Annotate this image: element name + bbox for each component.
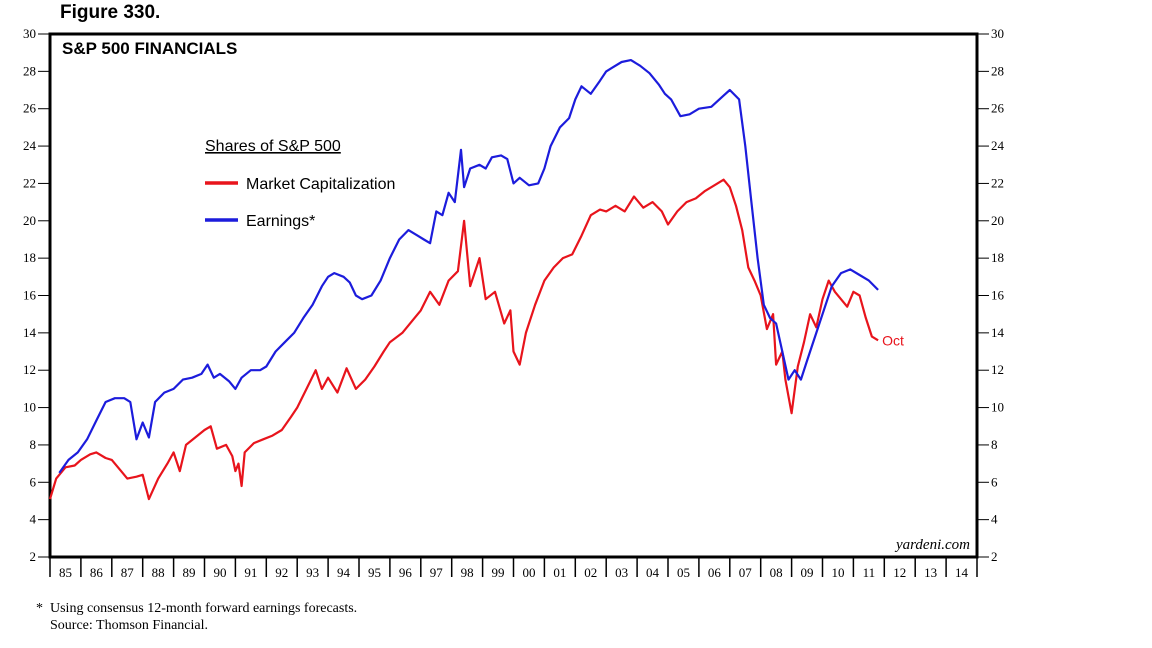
end-label-oct: Oct [882, 332, 904, 348]
x-tick-label: 90 [213, 565, 226, 580]
x-tick-label: 14 [955, 565, 969, 580]
footnote: * Using consensus 12-month forward earnin… [36, 600, 357, 634]
y-tick-label-left: 4 [30, 512, 37, 527]
y-tick-label-right: 16 [991, 288, 1005, 303]
x-tick-label: 87 [121, 565, 135, 580]
x-tick-label: 10 [831, 565, 844, 580]
legend: Shares of S&P 500 Market Capitalization … [205, 138, 395, 230]
y-tick-label-right: 18 [991, 250, 1004, 265]
x-tick-label: 94 [337, 565, 351, 580]
x-tick-label: 98 [461, 565, 474, 580]
x-tick-label: 03 [615, 565, 628, 580]
y-tick-label-right: 10 [991, 400, 1004, 415]
footnote-note: Using consensus 12-month forward earning… [50, 601, 358, 616]
y-tick-label-right: 20 [991, 213, 1004, 228]
y-tick-label-left: 20 [23, 213, 36, 228]
x-tick-label: 86 [90, 565, 104, 580]
x-tick-label: 01 [553, 565, 566, 580]
y-tick-label-right: 26 [991, 101, 1005, 116]
x-tick-label: 12 [893, 565, 906, 580]
y-tick-label-left: 2 [30, 549, 37, 564]
x-tick-label: 85 [59, 565, 72, 580]
y-tick-label-right: 6 [991, 474, 998, 489]
x-tick-label: 93 [306, 565, 319, 580]
series-layer [48, 59, 879, 501]
y-tick-label-right: 24 [991, 138, 1005, 153]
x-tick-label: 89 [183, 565, 196, 580]
y-tick-label-left: 18 [23, 250, 36, 265]
figure-label: Figure 330. [60, 2, 161, 23]
y-tick-label-left: 10 [23, 400, 36, 415]
x-tick-label: 88 [152, 565, 165, 580]
footnote-source: Source: Thomson Financial. [50, 618, 208, 633]
x-axis: 85 86 87 88 89 90 91 92 93 94 95 96 97 98 99 00 01 02 03 04… [49, 557, 978, 580]
x-tick-label: 02 [584, 565, 597, 580]
x-tick-label: 96 [399, 565, 413, 580]
plot-frame [48, 32, 979, 559]
x-tick-label: 92 [275, 565, 288, 580]
x-tick-label: 09 [801, 565, 814, 580]
y-tick-label-left: 22 [23, 175, 36, 190]
y-tick-label-left: 14 [23, 325, 37, 340]
series-line-earnings [58, 59, 879, 474]
watermark: yardeni.com [894, 537, 970, 553]
y-tick-label-left: 12 [23, 362, 36, 377]
x-tick-label: 04 [646, 565, 660, 580]
x-tick-label: 07 [739, 565, 753, 580]
y-tick-label-right: 12 [991, 362, 1004, 377]
y-tick-label-left: 30 [23, 26, 36, 41]
x-tick-label: 05 [677, 565, 690, 580]
legend-title: Shares of S&P 500 [205, 138, 341, 155]
y-tick-label-left: 28 [23, 63, 36, 78]
x-tick-label: 00 [522, 565, 535, 580]
x-tick-label: 91 [244, 565, 257, 580]
y-tick-label-right: 14 [991, 325, 1005, 340]
footnote-note-line: * Using consensus 12-month forward earnin… [36, 600, 357, 617]
chart-title: S&P 500 FINANCIALS [62, 39, 237, 58]
y-tick-label-left: 8 [30, 437, 37, 452]
y-tick-label-left: 24 [23, 138, 37, 153]
y-tick-label-right: 4 [991, 512, 998, 527]
y-tick-label-left: 16 [23, 288, 37, 303]
x-tick-label: 11 [863, 565, 876, 580]
footnote-marker: * [36, 601, 43, 616]
y-tick-label-right: 28 [991, 63, 1004, 78]
y-tick-label-right: 8 [991, 437, 998, 452]
y-tick-label-left: 6 [30, 474, 37, 489]
x-tick-label: 97 [430, 565, 444, 580]
legend-label-earnings: Earnings* [246, 213, 315, 230]
x-tick-label: 06 [708, 565, 722, 580]
x-tick-label: 99 [492, 565, 505, 580]
x-tick-label: 13 [924, 565, 937, 580]
x-tick-label: 95 [368, 565, 381, 580]
x-tick-label: 08 [770, 565, 783, 580]
y-tick-label-left: 26 [23, 101, 37, 116]
legend-label-market-cap: Market Capitalization [246, 176, 395, 193]
y-tick-label-right: 30 [991, 26, 1004, 41]
y-tick-label-right: 22 [991, 175, 1004, 190]
y-tick-label-right: 2 [991, 549, 998, 564]
